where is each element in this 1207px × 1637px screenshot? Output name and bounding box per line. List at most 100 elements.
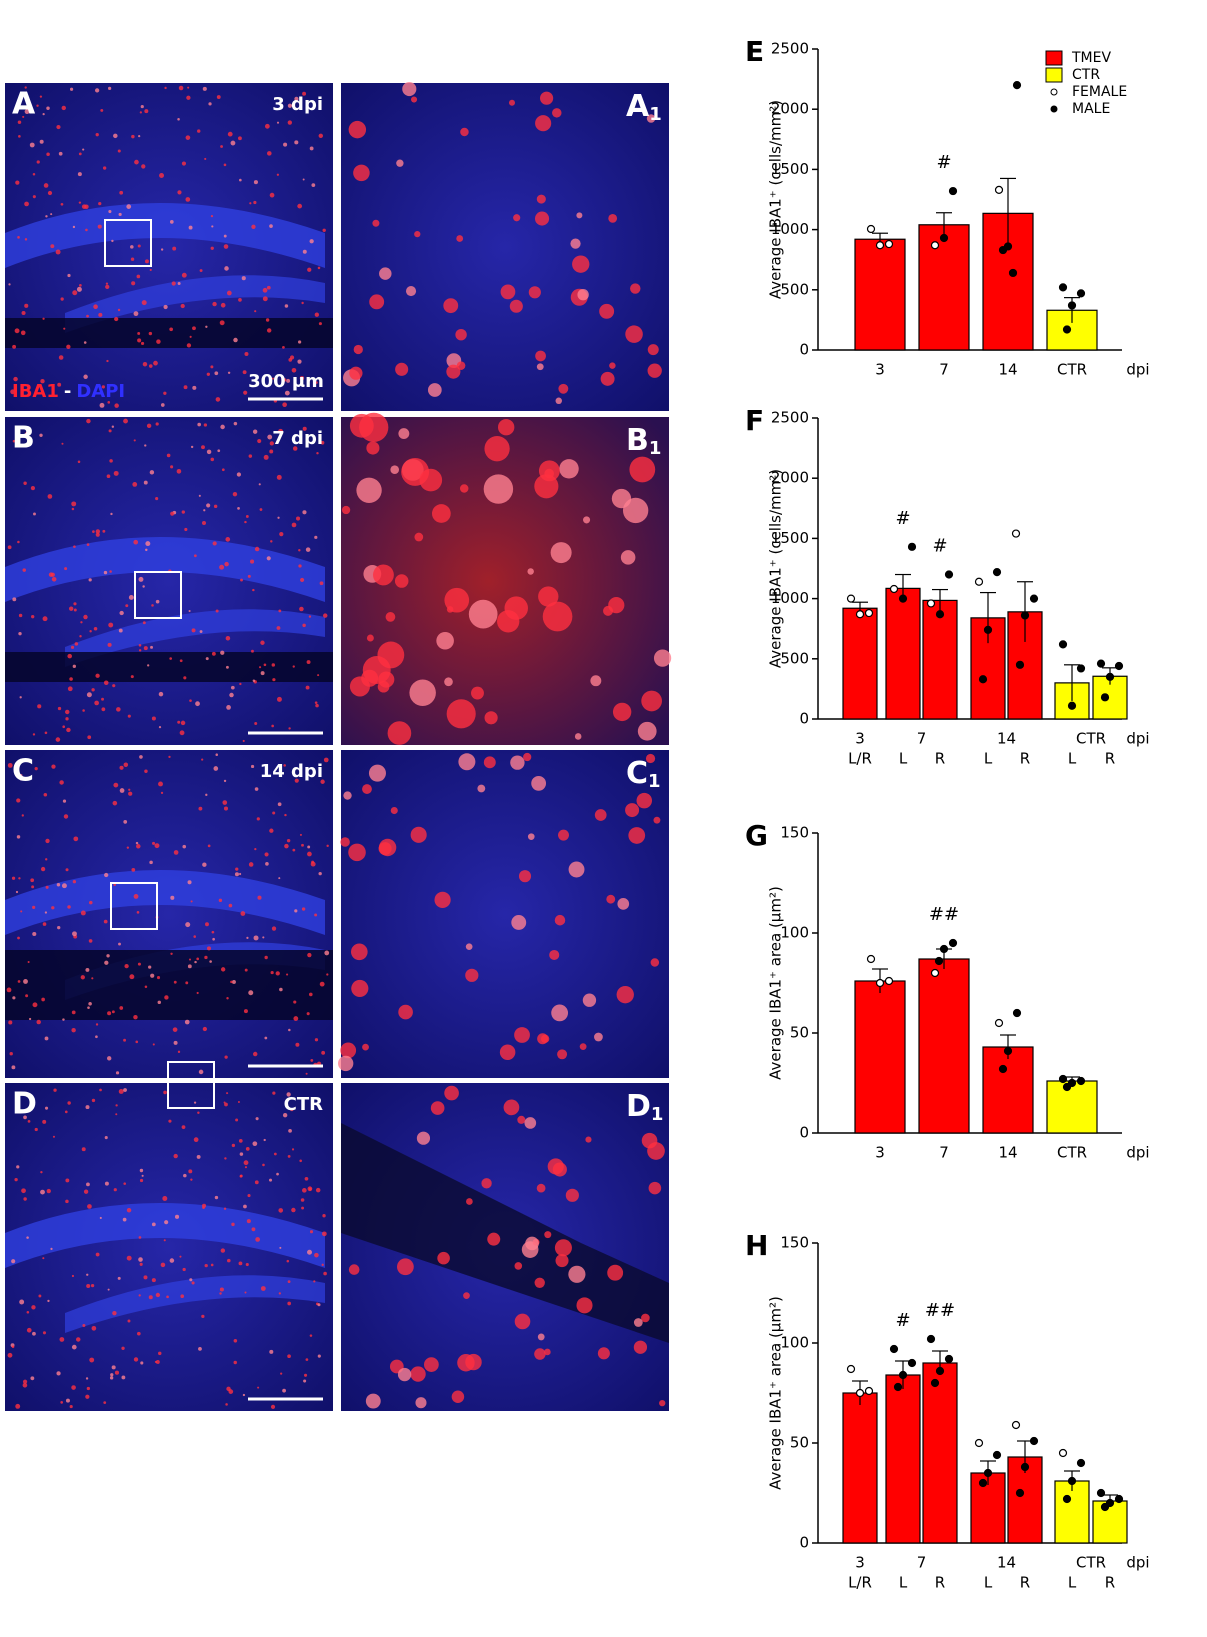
cell	[238, 136, 242, 141]
cell	[183, 385, 188, 390]
cell	[537, 1333, 545, 1341]
cell	[181, 272, 187, 278]
cell	[278, 1208, 284, 1213]
cell	[101, 697, 104, 701]
cell	[104, 872, 109, 878]
cell	[277, 802, 282, 807]
cell	[244, 351, 249, 356]
cell	[80, 621, 83, 624]
cell	[23, 1197, 27, 1201]
cell	[558, 383, 569, 394]
cell	[294, 140, 299, 145]
cell	[20, 910, 23, 913]
male-point	[998, 1064, 1008, 1074]
y-tick-label: 100	[780, 1334, 809, 1352]
cell	[192, 326, 196, 331]
cell	[206, 449, 212, 455]
cell	[251, 1227, 256, 1232]
cell	[221, 468, 225, 472]
cell	[170, 952, 173, 955]
cell	[559, 459, 579, 479]
cell	[286, 1092, 291, 1097]
female-point	[864, 1386, 874, 1396]
female-point	[846, 1364, 856, 1374]
cell	[106, 359, 109, 363]
cell	[119, 190, 124, 195]
cell	[128, 594, 134, 600]
chart-label: E	[745, 35, 764, 68]
cell	[292, 446, 298, 451]
cell	[292, 665, 295, 668]
cell	[72, 290, 78, 296]
cell	[32, 1331, 36, 1336]
cell	[117, 149, 121, 153]
y-tick-label: 0	[799, 1534, 809, 1552]
cell	[540, 91, 554, 105]
cell	[189, 699, 192, 702]
cell	[212, 301, 217, 307]
cell	[288, 1028, 291, 1032]
cell	[224, 1157, 227, 1160]
cell	[78, 152, 82, 156]
cell	[260, 640, 265, 645]
y-tick-label: 2500	[771, 409, 809, 427]
cell	[138, 1257, 143, 1262]
group-label: 7	[917, 730, 927, 748]
sub-panel-label: D1	[626, 1089, 663, 1126]
cell	[139, 1168, 144, 1173]
cell	[17, 540, 20, 544]
cell	[145, 541, 151, 547]
cell	[78, 284, 82, 287]
cell	[138, 135, 141, 138]
male-point	[948, 938, 958, 948]
cell	[272, 1091, 276, 1095]
cell	[226, 1092, 229, 1095]
cell	[177, 281, 181, 285]
cell	[550, 542, 572, 564]
cell	[315, 1187, 321, 1193]
cell	[86, 1283, 91, 1289]
male-point	[1012, 1008, 1022, 1018]
cell	[118, 1088, 124, 1094]
cell	[288, 1128, 292, 1133]
cell	[24, 303, 29, 308]
cell	[446, 364, 461, 379]
cell	[187, 86, 190, 89]
cell	[284, 813, 287, 817]
cell	[128, 788, 131, 791]
cell	[101, 707, 106, 712]
cell	[158, 726, 162, 729]
cell	[187, 880, 192, 885]
cell	[297, 359, 302, 364]
cell	[206, 372, 210, 376]
cell	[239, 178, 242, 182]
cell	[534, 1277, 545, 1288]
legend-label: MALE	[1072, 101, 1110, 117]
y-tick-label: 1500	[771, 160, 809, 178]
cell	[73, 545, 76, 548]
cell	[144, 769, 148, 773]
cell	[148, 965, 152, 969]
cell	[15, 890, 19, 894]
cell	[114, 403, 119, 408]
cell	[16, 835, 21, 839]
cell	[23, 481, 27, 485]
cell	[365, 1393, 381, 1409]
cell	[79, 635, 82, 638]
cell	[317, 266, 321, 270]
cell	[321, 1050, 326, 1055]
dentate-band	[65, 609, 325, 667]
cell	[236, 472, 242, 477]
cell	[305, 1358, 309, 1361]
cell	[210, 457, 215, 462]
cell	[499, 1044, 516, 1060]
male-point	[1067, 701, 1077, 710]
cell	[107, 1288, 110, 1291]
cell	[30, 878, 35, 883]
cell	[19, 776, 24, 781]
cell	[166, 1295, 169, 1299]
cell	[430, 1101, 445, 1115]
cell	[547, 1158, 564, 1175]
cell	[169, 1258, 175, 1263]
cell	[56, 883, 61, 887]
